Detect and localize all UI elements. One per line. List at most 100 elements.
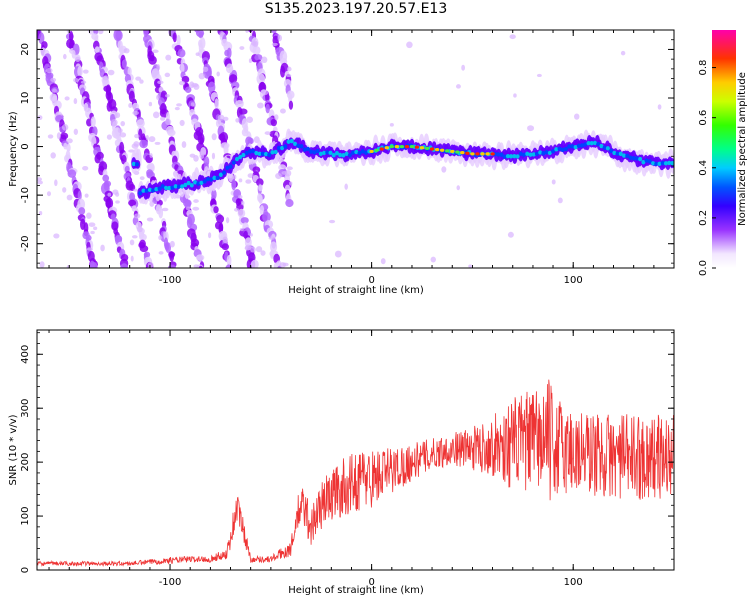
heatmap-ridge-bright bbox=[151, 188, 156, 193]
heatmap-noise-blob bbox=[239, 46, 245, 50]
heatmap-noise-blob bbox=[73, 98, 78, 105]
heatmap-noise-blob bbox=[216, 71, 220, 77]
heatmap-ridge-bright bbox=[212, 175, 217, 181]
heatmap-streak-blob bbox=[201, 276, 208, 283]
heatmap-streak-blob bbox=[139, 245, 149, 253]
heatmap-ridge-bright bbox=[170, 185, 175, 190]
heatmap-streak-blob bbox=[252, 45, 261, 56]
heatmap-ridge-hotspot bbox=[394, 144, 400, 149]
heatmap-ridge-bright bbox=[193, 180, 198, 185]
heatmap-ridge-bright bbox=[325, 150, 330, 155]
heatmap-ridge-bright bbox=[228, 164, 233, 169]
heatmap-ridge-bright bbox=[322, 150, 327, 156]
heatmap-streak-blob bbox=[238, 108, 248, 115]
heatmap-ridge-bright bbox=[167, 185, 172, 191]
heatmap-ridge-bright bbox=[231, 160, 236, 165]
heatmap-ridge-bright bbox=[205, 176, 210, 182]
heatmap-ridge-bright bbox=[509, 154, 514, 159]
colorbar-tick-label: 0.4 bbox=[698, 160, 709, 176]
heatmap-ridge-bright bbox=[154, 187, 159, 192]
heatmap-noise-blob bbox=[54, 179, 58, 187]
heatmap-ridge-bright bbox=[312, 150, 317, 155]
colorbar-ticks: 0.0 0.2 0.4 0.6 0.8 bbox=[698, 60, 716, 276]
heatmap-noise-blob bbox=[261, 56, 268, 64]
heatmap-ridge-bright bbox=[638, 156, 643, 162]
colorbar-tick-label: 0.6 bbox=[698, 110, 709, 126]
heatmap-noise-blob bbox=[185, 206, 191, 211]
heatmap-ridge-bright bbox=[580, 143, 585, 148]
heatmap-noise-blob bbox=[192, 206, 200, 211]
heatmap-noise-blob bbox=[190, 102, 195, 107]
heatmap-ridge-bright bbox=[315, 148, 320, 154]
snr-y-label: SNR (10 * v/v) bbox=[8, 414, 19, 485]
heatmap-ridge-hotspot bbox=[434, 148, 440, 152]
heatmap-streak-blob bbox=[128, 199, 137, 207]
heatmap-ridge bbox=[130, 128, 674, 205]
heatmap-noise-blob bbox=[234, 207, 240, 212]
heatmap-streak-blob bbox=[94, 154, 102, 164]
heatmap-ridge-bright bbox=[176, 184, 181, 189]
heatmap-ridge-bright bbox=[347, 153, 352, 158]
heatmap-ridge-bright bbox=[173, 184, 178, 189]
heatmap-ridge-hotspot bbox=[409, 144, 415, 149]
heatmap-streak-blob bbox=[258, 184, 263, 192]
heatmap-streak-blob bbox=[148, 274, 154, 281]
snr-y-tick-label: 0 bbox=[20, 567, 31, 573]
heatmap-noise-blob bbox=[148, 136, 156, 143]
heatmap-noise-blob bbox=[63, 53, 67, 60]
heatmap-ridge-bright bbox=[351, 150, 356, 155]
heatmap-streak-blob bbox=[139, 233, 147, 241]
heatmap-ridge-bright bbox=[576, 143, 581, 149]
heatmap-ridge-bright bbox=[199, 180, 204, 186]
heatmap-noise-blob bbox=[139, 176, 145, 181]
heatmap-noise-blob bbox=[193, 264, 199, 268]
heatmap-noise-blob bbox=[285, 74, 292, 78]
heatmap-ridge-bright bbox=[183, 182, 188, 188]
heatmap-ridge-hotspot bbox=[369, 149, 374, 154]
heatmap-y-tick-label: 10 bbox=[20, 92, 31, 105]
heatmap-ridge-bright bbox=[563, 146, 568, 152]
heatmap-ridge-bright bbox=[202, 179, 207, 184]
heatmap-noise-blob bbox=[119, 132, 127, 138]
heatmap-noise-blob bbox=[37, 180, 43, 185]
heatmap-ridge-hotspot bbox=[374, 148, 379, 152]
heatmap-streak-blob bbox=[167, 129, 176, 137]
heatmap-noise-blob bbox=[455, 84, 461, 89]
heatmap-noise-blob bbox=[244, 244, 252, 251]
heatmap-streak-blob bbox=[122, 274, 129, 285]
heatmap-ridge-hotspot bbox=[445, 149, 450, 153]
heatmap-streak-blob bbox=[184, 86, 192, 94]
heatmap-streak-blob bbox=[198, 31, 204, 39]
heatmap-ridge-bright bbox=[196, 181, 201, 186]
heatmap-noise-blob bbox=[174, 106, 180, 111]
heatmap-ridge-bright bbox=[528, 152, 533, 157]
heatmap-streak-blob bbox=[78, 207, 86, 215]
heatmap-noise-blob bbox=[112, 189, 119, 195]
heatmap-ridge-bright bbox=[270, 150, 275, 155]
heatmap-streak-blob bbox=[228, 268, 236, 279]
heatmap-streak-blob bbox=[229, 74, 238, 84]
heatmap-noise-blob bbox=[66, 138, 73, 144]
heatmap-noise-blob bbox=[107, 192, 112, 197]
heatmap-noise-blob bbox=[117, 128, 123, 134]
heatmap-streak-blob bbox=[252, 267, 255, 268]
heatmap-streak-blob bbox=[124, 165, 130, 173]
heatmap-ridge-bright bbox=[157, 186, 162, 191]
heatmap-ridge-bright bbox=[554, 147, 559, 152]
heatmap-ridge-hotspot bbox=[399, 144, 405, 149]
heatmap-ridge-bright bbox=[615, 151, 620, 156]
heatmap-ridge-bright bbox=[289, 138, 294, 144]
heatmap-streak-blob bbox=[214, 98, 219, 110]
heatmap-noise-blob bbox=[114, 112, 121, 119]
heatmap-noise-blob bbox=[158, 251, 164, 255]
heatmap-streak-blob bbox=[158, 207, 164, 219]
snr-y-tick-label: 400 bbox=[20, 345, 31, 364]
heatmap-noise-blob bbox=[264, 131, 271, 135]
heatmap-ridge-bright bbox=[138, 190, 143, 196]
heatmap-ridge-bright bbox=[302, 147, 307, 152]
heatmap-streak-blob bbox=[201, 271, 207, 277]
heatmap-noise-blob bbox=[46, 191, 51, 197]
heatmap-streak-blob bbox=[102, 174, 110, 182]
heatmap-noise-blob bbox=[88, 222, 96, 227]
heatmap-streak-blob bbox=[94, 46, 100, 53]
